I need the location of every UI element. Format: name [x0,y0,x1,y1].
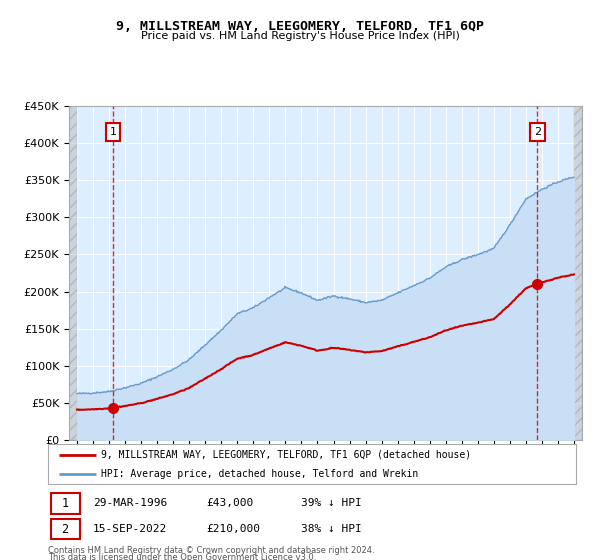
Text: HPI: Average price, detached house, Telford and Wrekin: HPI: Average price, detached house, Telf… [101,469,418,478]
FancyBboxPatch shape [50,519,80,539]
Bar [574,106,582,440]
Text: 9, MILLSTREAM WAY, LEEGOMERY, TELFORD, TF1 6QP (detached house): 9, MILLSTREAM WAY, LEEGOMERY, TELFORD, T… [101,450,471,460]
Text: 38% ↓ HPI: 38% ↓ HPI [301,524,362,534]
Text: £43,000: £43,000 [206,498,254,508]
Text: 9, MILLSTREAM WAY, LEEGOMERY, TELFORD, TF1 6QP: 9, MILLSTREAM WAY, LEEGOMERY, TELFORD, T… [116,20,484,32]
Text: Price paid vs. HM Land Registry's House Price Index (HPI): Price paid vs. HM Land Registry's House … [140,31,460,41]
Text: £210,000: £210,000 [206,524,260,534]
Text: 2: 2 [534,127,541,137]
Text: 1: 1 [61,497,68,510]
FancyBboxPatch shape [50,493,80,514]
Text: 29-MAR-1996: 29-MAR-1996 [93,498,167,508]
Text: 15-SEP-2022: 15-SEP-2022 [93,524,167,534]
Text: 2: 2 [61,522,68,535]
Text: 1: 1 [109,127,116,137]
FancyBboxPatch shape [48,444,576,484]
Text: 39% ↓ HPI: 39% ↓ HPI [301,498,362,508]
Text: This data is licensed under the Open Government Licence v3.0.: This data is licensed under the Open Gov… [48,553,316,560]
Bar [69,106,77,440]
Text: Contains HM Land Registry data © Crown copyright and database right 2024.: Contains HM Land Registry data © Crown c… [48,546,374,555]
